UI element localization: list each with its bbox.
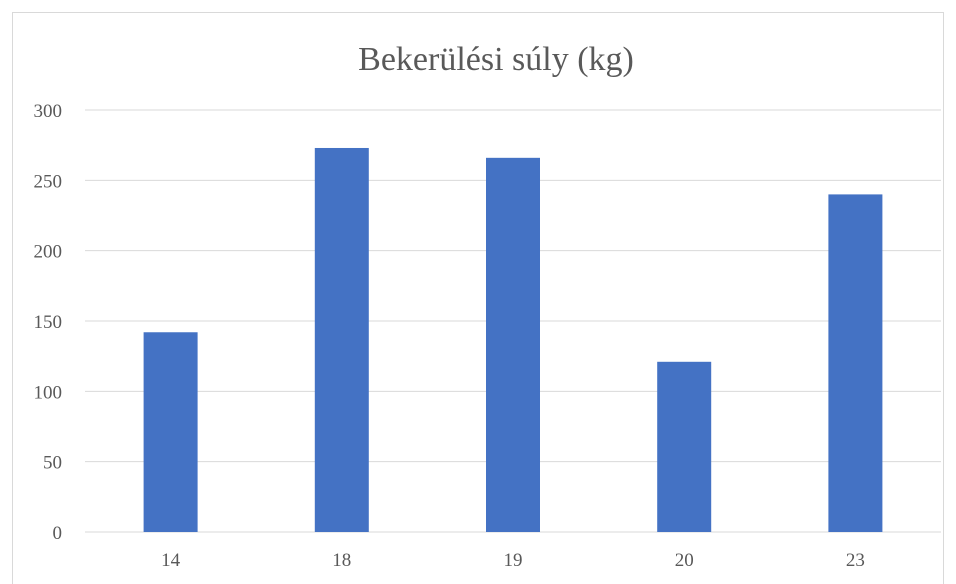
y-tick-label: 150 (34, 312, 63, 333)
y-tick-label: 300 (34, 101, 63, 122)
bar-14 (143, 332, 198, 532)
y-axis-tick-labels: 0 50 100 150 200 250 300 (34, 101, 63, 544)
x-tick-label: 20 (675, 550, 694, 571)
x-tick-label: 19 (504, 550, 523, 571)
x-tick-label: 14 (161, 550, 181, 571)
bar-20 (657, 361, 712, 532)
x-axis-tick-labels: 14 18 19 20 23 (161, 550, 865, 571)
y-tick-label: 0 (53, 523, 63, 544)
y-tick-label: 100 (34, 382, 63, 403)
y-tick-label: 200 (34, 242, 63, 263)
bar-23 (828, 194, 883, 532)
x-tick-label: 23 (846, 550, 865, 571)
y-tick-label: 50 (43, 453, 62, 474)
bars (143, 147, 883, 533)
y-tick-label: 250 (34, 171, 63, 192)
bar-19 (486, 157, 540, 532)
bar-18 (314, 147, 369, 533)
x-tick-label: 18 (332, 550, 351, 571)
chart-title: Bekerülési súly (kg) (358, 41, 634, 78)
